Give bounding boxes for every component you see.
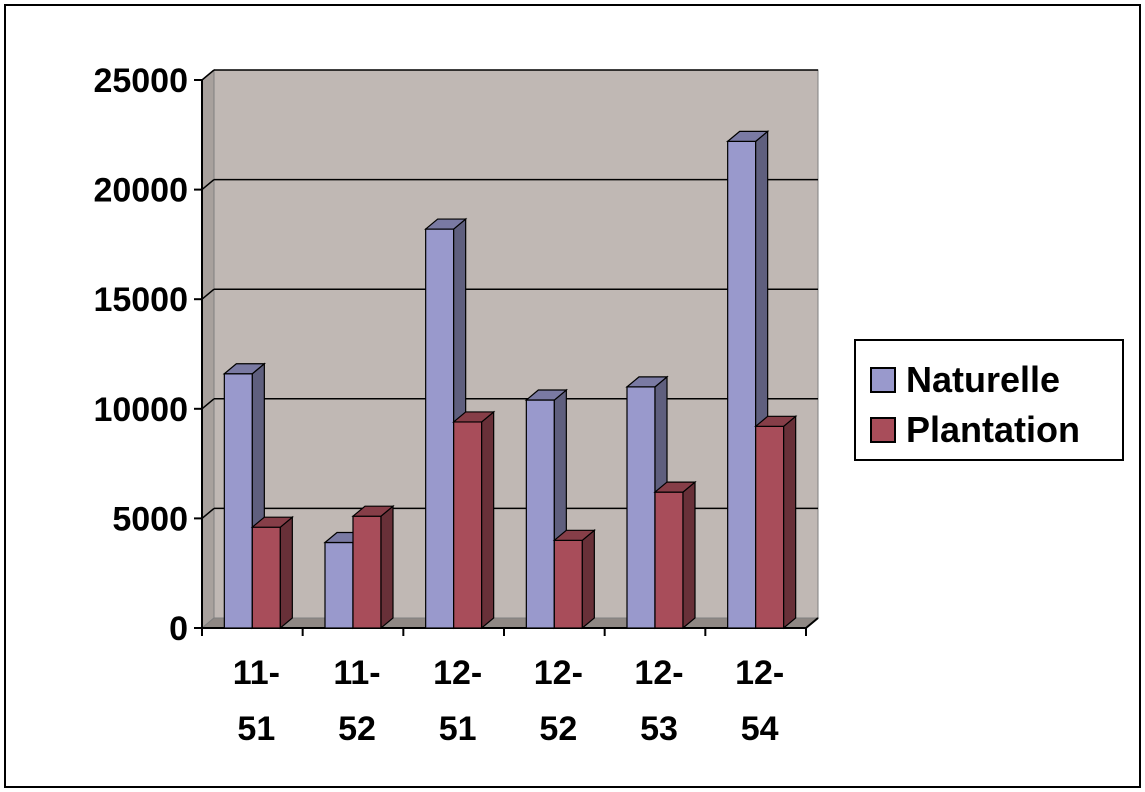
bar-top-plantation [351,505,395,517]
bar-top-plantation [552,529,596,541]
bar-top-plantation [452,411,496,423]
bar-naturelle [727,140,757,629]
x-tick-label: 54 [741,710,779,748]
bar-top-naturelle [726,130,770,142]
x-tick-label: 52 [539,710,577,748]
bar-naturelle [223,373,253,629]
legend-swatch-naturelle [870,367,896,393]
bar-top-naturelle [524,389,568,401]
bar-side-plantation [279,515,293,630]
x-tick-label: 12- [735,654,784,692]
plot-side-wall [201,68,215,630]
x-tick-label: 12- [634,654,683,692]
x-tick-label: 12- [534,654,583,692]
bar-side-plantation [380,504,394,630]
x-tick-label: 51 [237,710,275,748]
legend-label-plantation: Plantation [906,409,1081,450]
legend-item-naturelle: Naturelle [856,355,1122,405]
bar-naturelle [525,399,555,629]
bar-top-plantation [250,516,294,528]
bar-top-naturelle [625,376,669,388]
gridline-side [201,69,215,81]
bar-side-plantation [682,480,696,630]
bar-plantation [453,421,483,629]
plot-wall [213,69,819,619]
bar-naturelle [425,228,455,629]
x-tick-label: 51 [439,710,477,748]
gridline-side [201,288,215,300]
y-tick-label: 15000 [93,281,188,319]
bar-plantation [352,515,382,629]
bar-plantation [553,539,583,629]
bar-top-naturelle [222,363,266,375]
legend-swatch-plantation [870,417,896,443]
bar-side-plantation [783,415,797,630]
y-tick-label: 20000 [93,172,188,210]
bar-plantation [755,425,785,629]
x-tick-label: 52 [338,710,376,748]
y-tick-label: 10000 [93,391,188,429]
y-tick-label: 0 [169,610,188,648]
bar-naturelle [626,386,656,629]
gridline-side [201,398,215,410]
plot-floor [200,617,820,629]
y-tick-label: 5000 [112,500,188,538]
gridline-side [201,507,215,519]
bar-top-plantation [653,481,697,493]
gridline-side [201,179,215,191]
bar-side-plantation [581,529,595,630]
bar-side-plantation [481,410,495,630]
bar-plantation [251,526,281,629]
bar-plantation [654,491,684,629]
legend: Naturelle Plantation [854,339,1124,461]
legend-label-naturelle: Naturelle [906,359,1061,400]
y-tick-label: 25000 [93,62,188,100]
x-tick-label: 11- [333,654,380,692]
bar-top-naturelle [424,218,468,230]
legend-item-plantation: Plantation [856,405,1122,455]
bar-top-plantation [754,415,798,427]
bar-naturelle [324,541,354,629]
x-tick-label: 11- [233,654,280,692]
x-axis-depth-line [805,617,819,629]
x-tick-label: 12- [433,654,482,692]
x-tick-label: 53 [640,710,678,748]
